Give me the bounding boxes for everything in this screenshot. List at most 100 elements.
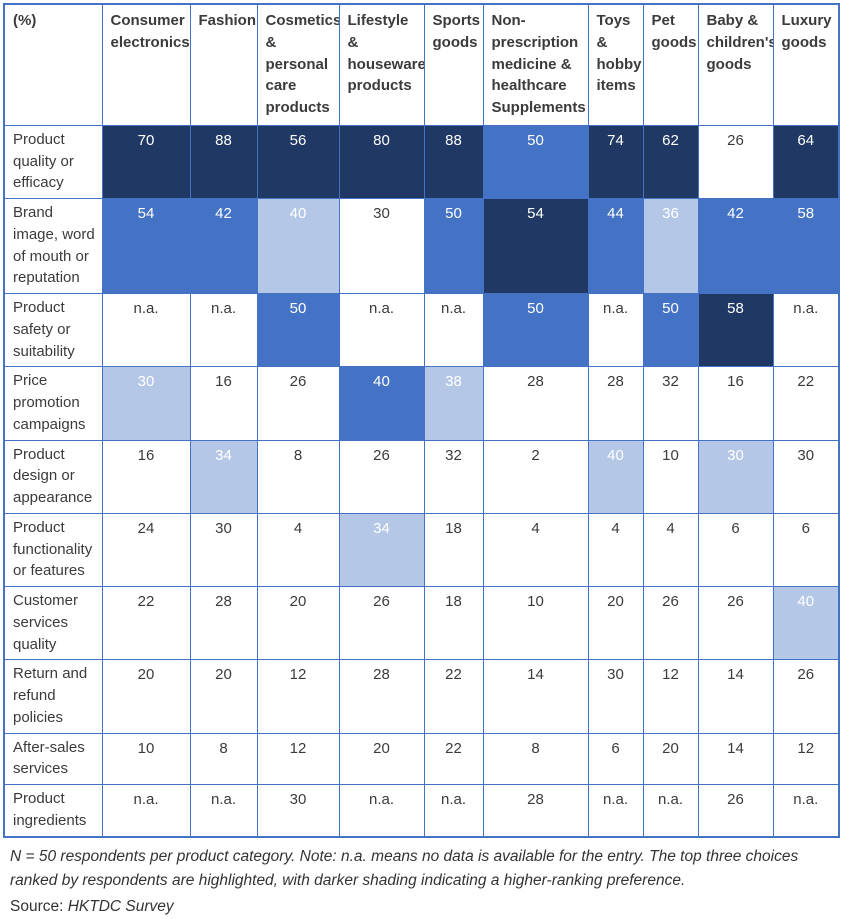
value-cell: 8 <box>189 732 258 785</box>
value-cell: 34 <box>338 512 425 588</box>
value-cell: 36 <box>642 198 699 294</box>
value-cell: 26 <box>697 784 774 837</box>
value-cell: n.a. <box>587 292 644 368</box>
value-cell: 30 <box>697 439 774 514</box>
value-cell: 6 <box>772 512 840 588</box>
value-cell: 24 <box>101 512 191 588</box>
value-cell: 70 <box>101 124 191 200</box>
value-cell: 40 <box>587 439 644 514</box>
value-cell: 28 <box>482 784 589 837</box>
column-header: Consumer electronics <box>101 3 191 126</box>
column-header: Luxury goods <box>772 3 840 126</box>
row-label: Product quality or efficacy <box>3 124 103 200</box>
value-cell: 40 <box>338 366 425 441</box>
column-header: Fashion <box>189 3 258 126</box>
footnote-block: N = 50 respondents per product category.… <box>10 845 840 919</box>
value-cell: 16 <box>697 366 774 441</box>
row-label: Customer services quality <box>3 585 103 661</box>
value-cell: 58 <box>697 292 774 368</box>
value-cell: n.a. <box>423 292 484 368</box>
value-cell: n.a. <box>587 784 644 837</box>
value-cell: 50 <box>482 292 589 368</box>
value-cell: 30 <box>101 366 191 441</box>
column-header: Toys & hobby items <box>587 3 644 126</box>
column-header: Lifestyle & houseware products <box>338 3 425 126</box>
row-label: Product design or appearance <box>3 439 103 514</box>
value-cell: 26 <box>697 124 774 200</box>
value-cell: 22 <box>423 659 484 734</box>
value-cell: 28 <box>338 659 425 734</box>
value-cell: 20 <box>101 659 191 734</box>
row-label: Product safety or suitability <box>3 292 103 368</box>
value-cell: 4 <box>256 512 340 588</box>
value-cell: 50 <box>256 292 340 368</box>
table-row: Brand image, word of mouth or reputation… <box>3 198 840 294</box>
row-label: Brand image, word of mouth or reputation <box>3 198 103 294</box>
value-cell: 20 <box>256 585 340 661</box>
value-cell: 30 <box>338 198 425 294</box>
value-cell: 2 <box>482 439 589 514</box>
value-cell: 6 <box>697 512 774 588</box>
value-cell: 12 <box>256 659 340 734</box>
value-cell: 20 <box>587 585 644 661</box>
value-cell: 26 <box>697 585 774 661</box>
value-cell: 4 <box>482 512 589 588</box>
value-cell: 26 <box>256 366 340 441</box>
row-label: After-sales services <box>3 732 103 785</box>
value-cell: 12 <box>642 659 699 734</box>
value-cell: n.a. <box>189 292 258 368</box>
value-cell: 30 <box>772 439 840 514</box>
value-cell: 30 <box>256 784 340 837</box>
column-header: Cosmetics & personal care products <box>256 3 340 126</box>
value-cell: 8 <box>256 439 340 514</box>
value-cell: 64 <box>772 124 840 200</box>
value-cell: 14 <box>697 732 774 785</box>
value-cell: n.a. <box>772 784 840 837</box>
value-cell: 14 <box>697 659 774 734</box>
value-cell: 16 <box>189 366 258 441</box>
value-cell: 28 <box>189 585 258 661</box>
value-cell: n.a. <box>338 784 425 837</box>
value-cell: 6 <box>587 732 644 785</box>
value-cell: 22 <box>772 366 840 441</box>
value-cell: 56 <box>256 124 340 200</box>
value-cell: n.a. <box>772 292 840 368</box>
value-cell: 14 <box>482 659 589 734</box>
value-cell: 8 <box>482 732 589 785</box>
value-cell: 26 <box>772 659 840 734</box>
value-cell: 34 <box>189 439 258 514</box>
value-cell: 30 <box>587 659 644 734</box>
value-cell: 40 <box>772 585 840 661</box>
value-cell: 50 <box>642 292 699 368</box>
source-line: Source: HKTDC Survey <box>10 895 840 919</box>
value-cell: 58 <box>772 198 840 294</box>
value-cell: 50 <box>423 198 484 294</box>
value-cell: 16 <box>101 439 191 514</box>
table-row: After-sales services 10 8 12 20 22 8 6 20 14 12 <box>3 732 840 785</box>
row-label: Product ingredients <box>3 784 103 837</box>
value-cell: 22 <box>101 585 191 661</box>
source-value: HKTDC Survey <box>67 897 174 915</box>
value-cell: 42 <box>189 198 258 294</box>
value-cell: 10 <box>482 585 589 661</box>
value-cell: 18 <box>423 512 484 588</box>
value-cell: 50 <box>482 124 589 200</box>
value-cell: 44 <box>587 198 644 294</box>
table-row: Product functionality or features 24 30 4 34… <box>3 512 840 588</box>
value-cell: 40 <box>256 198 340 294</box>
header-row: (%) Consumer electronics Fashion Cosmetics… <box>3 3 840 126</box>
value-cell: 38 <box>423 366 484 441</box>
table-row: Product quality or efficacy 70 88 56 80 88 50 7… <box>3 124 840 200</box>
value-cell: 20 <box>642 732 699 785</box>
value-cell: 30 <box>189 512 258 588</box>
row-label: Price promotion campaigns <box>3 366 103 441</box>
column-header: Baby & children's goods <box>697 3 774 126</box>
value-cell: 54 <box>101 198 191 294</box>
row-label: Return and refund policies <box>3 659 103 734</box>
value-cell: 20 <box>189 659 258 734</box>
value-cell: 26 <box>338 585 425 661</box>
table-row: Return and refund policies 20 20 12 28 22 14 30… <box>3 659 840 734</box>
table-row: Customer services quality 22 28 20 26 18 10 20 2… <box>3 585 840 661</box>
value-cell: 26 <box>338 439 425 514</box>
value-cell: 32 <box>642 366 699 441</box>
